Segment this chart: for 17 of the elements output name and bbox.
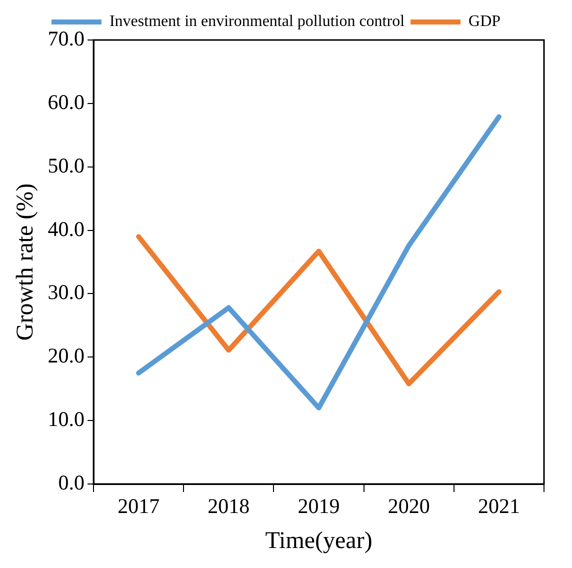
y-tick-label: 60.0 <box>48 90 85 114</box>
y-tick-label: 0.0 <box>58 470 85 495</box>
y-tick-label: 30.0 <box>48 280 85 304</box>
legend-label: GDP <box>468 13 501 30</box>
y-tick-label: 20.0 <box>48 344 85 368</box>
x-tick-label: 2017 <box>118 494 160 518</box>
y-tick-label: 10.0 <box>48 407 85 432</box>
x-axis-title: Time(year) <box>265 528 372 554</box>
x-tick-label: 2021 <box>478 494 520 518</box>
y-tick-label: 50.0 <box>48 153 85 178</box>
y-axis-title: Growth rate (%) <box>12 183 39 341</box>
x-tick-label: 2020 <box>388 494 430 518</box>
legend-label: Investment in environmental pollution control <box>109 13 406 30</box>
x-tick-label: 2019 <box>298 494 340 518</box>
y-tick-label: 70.0 <box>48 26 85 51</box>
y-tick-label: 40.0 <box>48 216 85 241</box>
x-tick-label: 2018 <box>208 494 250 518</box>
